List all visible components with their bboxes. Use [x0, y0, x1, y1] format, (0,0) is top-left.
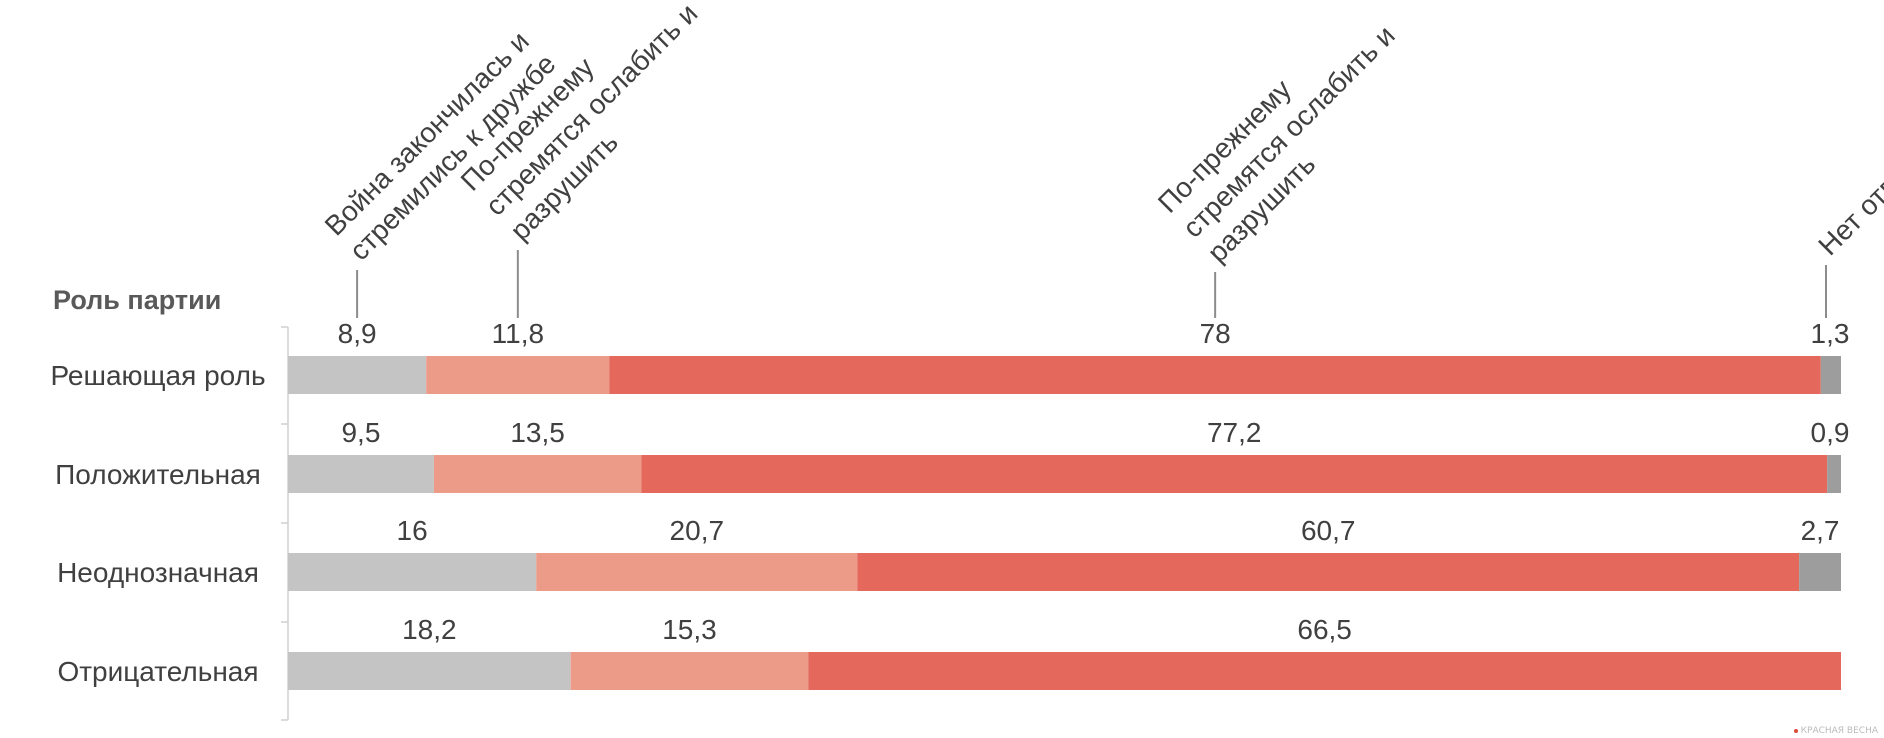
value-label: 16 [397, 515, 428, 546]
bar-segment [609, 356, 1821, 394]
bar-segment [288, 652, 571, 690]
value-label: 8,9 [338, 318, 377, 349]
axis-title: Роль партии [53, 285, 221, 315]
bar-segment [1827, 455, 1841, 493]
bar-segment [288, 356, 427, 394]
value-label: 2,7 [1801, 515, 1840, 546]
bar-segment [426, 356, 610, 394]
value-label: 1,3 [1811, 318, 1850, 349]
category-label: Неоднозначная [57, 557, 259, 588]
watermark-text: КРАСНАЯ ВЕСНА [1800, 726, 1878, 736]
bar-segment [857, 553, 1800, 591]
category-label: Положительная [55, 459, 261, 490]
value-label: 78 [1200, 318, 1231, 349]
series-label: Нет ответа [1812, 140, 1884, 262]
bar-segment [536, 553, 858, 591]
watermark: КРАСНАЯ ВЕСНА [1793, 726, 1878, 736]
value-label: 66,5 [1297, 614, 1352, 645]
value-label: 77,2 [1207, 417, 1262, 448]
series-label-line: Нет ответа [1812, 140, 1884, 262]
bar-segment [641, 455, 1828, 493]
bar-segment [288, 553, 537, 591]
value-label: 9,5 [341, 417, 380, 448]
category-label: Решающая роль [50, 360, 265, 391]
value-label: 13,5 [510, 417, 565, 448]
bar-segment [570, 652, 809, 690]
bar-segment [433, 455, 642, 493]
bar-segment [1820, 356, 1841, 394]
bars [288, 356, 1841, 690]
bar-segment [288, 455, 434, 493]
value-labels: 8,9 11,8 78 1,3 9,5 13,5 77,2 0,9 16 20,7 60,7 2,7 1… [338, 318, 1850, 645]
value-label: 11,8 [492, 318, 544, 349]
value-label: 15,3 [662, 614, 717, 645]
value-label: 20,7 [670, 515, 725, 546]
value-label: 0,9 [1811, 417, 1850, 448]
category-axis: Роль партии Решающая роль Положительная Нео… [50, 285, 289, 721]
value-label: 18,2 [402, 614, 457, 645]
bar-segment [808, 652, 1841, 690]
watermark-dot-icon [1793, 728, 1798, 733]
category-label: Отрицательная [57, 656, 258, 687]
bar-segment [1799, 553, 1841, 591]
value-label: 60,7 [1301, 515, 1356, 546]
series-label-line: стремятся ослабить и [1177, 19, 1401, 243]
